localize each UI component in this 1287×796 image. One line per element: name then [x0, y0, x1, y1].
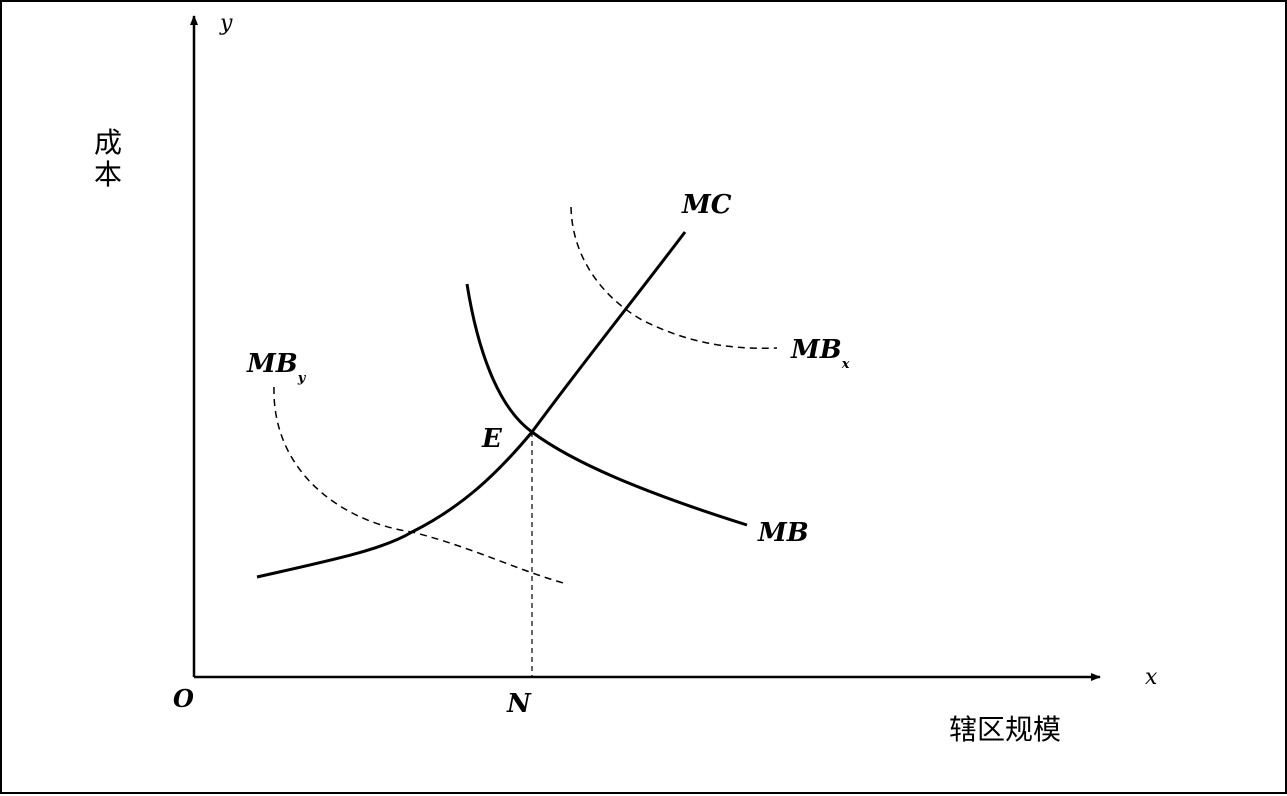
y-axis-title-char: 成: [94, 126, 122, 159]
y-axis-title: 成本: [94, 126, 122, 191]
mby-label-base: MB: [246, 349, 298, 379]
mby-label-sub: y: [297, 371, 307, 386]
mby-curve: [273, 386, 568, 585]
mbx-label: MBx: [790, 335, 850, 372]
mb-label: MB: [757, 518, 809, 548]
mb-curve: [465, 283, 748, 527]
mbx-label-base: MB: [790, 335, 842, 365]
x-axis-var-label: x: [1145, 665, 1158, 690]
mc-label: MC: [681, 190, 732, 220]
origin-label: O: [173, 684, 194, 713]
mbx-label-sub: x: [841, 357, 850, 372]
mbx-curve: [570, 206, 778, 350]
mc-curve: [256, 231, 687, 579]
x-axis-title: 辖区规模: [949, 713, 1061, 746]
equilibrium-x-label: N: [506, 689, 532, 719]
y-axis-var-label: y: [219, 11, 233, 36]
y-axis-title-char: 本: [94, 158, 122, 191]
mby-label: MBy: [246, 349, 307, 386]
equilibrium-point-label: E: [481, 424, 503, 454]
